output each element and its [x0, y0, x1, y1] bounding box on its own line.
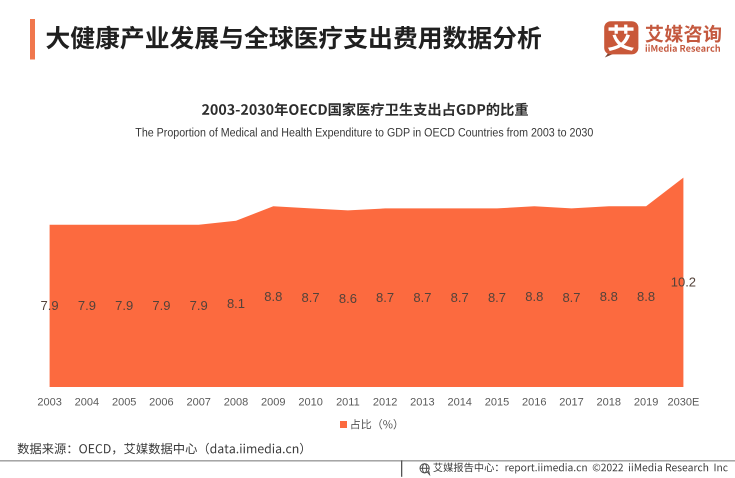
svg-text:2017: 2017 [559, 396, 583, 408]
svg-text:2005: 2005 [112, 396, 136, 408]
svg-text:2004: 2004 [75, 396, 99, 408]
svg-text:8.7: 8.7 [413, 290, 431, 305]
svg-text:2013: 2013 [410, 396, 434, 408]
svg-text:7.9: 7.9 [152, 298, 170, 313]
svg-text:2030E: 2030E [667, 396, 699, 408]
svg-text:8.8: 8.8 [637, 289, 655, 304]
svg-text:2008: 2008 [224, 396, 248, 408]
svg-text:2007: 2007 [186, 396, 210, 408]
svg-text:8.8: 8.8 [525, 289, 543, 304]
svg-text:7.9: 7.9 [190, 298, 208, 313]
svg-text:8.7: 8.7 [488, 290, 506, 305]
svg-text:8.6: 8.6 [339, 291, 357, 306]
svg-text:2014: 2014 [447, 396, 471, 408]
svg-text:8.1: 8.1 [227, 296, 245, 311]
svg-text:10.2: 10.2 [671, 275, 696, 290]
svg-text:2011: 2011 [336, 396, 360, 408]
svg-text:8.8: 8.8 [264, 289, 282, 304]
svg-text:2015: 2015 [485, 396, 509, 408]
svg-text:8.7: 8.7 [376, 290, 394, 305]
svg-text:2009: 2009 [261, 396, 285, 408]
svg-text:2018: 2018 [597, 396, 621, 408]
svg-text:2019: 2019 [634, 396, 658, 408]
svg-text:8.8: 8.8 [600, 289, 618, 304]
svg-text:7.9: 7.9 [115, 298, 133, 313]
svg-text:8.7: 8.7 [562, 290, 580, 305]
svg-text:2010: 2010 [298, 396, 322, 408]
svg-text:7.9: 7.9 [78, 298, 96, 313]
svg-text:2003: 2003 [37, 396, 61, 408]
svg-text:8.7: 8.7 [451, 290, 469, 305]
svg-text:2012: 2012 [373, 396, 397, 408]
svg-text:2006: 2006 [149, 396, 173, 408]
svg-text:8.7: 8.7 [302, 290, 320, 305]
svg-text:2016: 2016 [522, 396, 546, 408]
svg-text:The Proportion of Medical and: The Proportion of Medical and Health Exp… [135, 128, 593, 140]
svg-text:7.9: 7.9 [41, 298, 59, 313]
